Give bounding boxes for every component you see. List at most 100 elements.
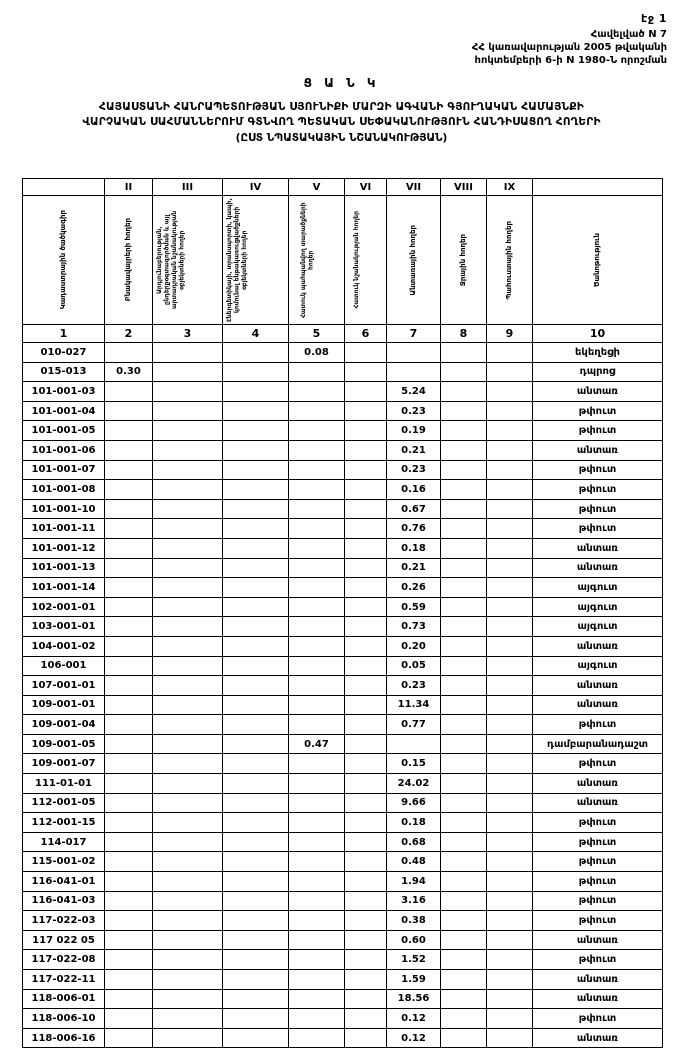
table-cell-col-7: 0.20 bbox=[386, 635, 441, 657]
table-cell-col-6 bbox=[344, 518, 387, 539]
table-cell-col-7: 0.68 bbox=[386, 831, 441, 853]
doc-ref-line-3: հոկտեմբերի 6-ի N 1980-Ն որոշման bbox=[474, 55, 667, 66]
table-cell-col-10: այգուտ bbox=[532, 577, 663, 598]
table-cell-col-7: 1.52 bbox=[386, 949, 441, 970]
table-cell-col-1: 101-001-04 bbox=[22, 400, 105, 422]
table-row: 112-001-05 9.66 անտառ bbox=[22, 792, 663, 814]
table-cell-col-8 bbox=[440, 949, 487, 970]
table-cell-col-6 bbox=[344, 831, 387, 853]
table-cell-col-9 bbox=[486, 1027, 533, 1048]
table-row: 115-001-02 0.48 թփուտ bbox=[22, 851, 663, 873]
table-cell-col-2 bbox=[104, 675, 153, 696]
table-cell-col-8 bbox=[440, 518, 487, 539]
table-row: 116-041-01 1.94 թփուտ bbox=[22, 871, 663, 892]
table-row: 103-001-01 0.73 այգուտ bbox=[22, 616, 663, 637]
table-cell-col-6 bbox=[344, 596, 387, 618]
number-col-4: 4 bbox=[222, 324, 289, 343]
table-cell-col-5 bbox=[288, 871, 345, 892]
roman-col-9: IX bbox=[486, 178, 533, 196]
table-cell-col-5 bbox=[288, 635, 345, 657]
table-cell-col-3 bbox=[152, 831, 223, 853]
table-cell-col-10: թփուտ bbox=[532, 479, 663, 500]
table-cell-col-1: 112-001-15 bbox=[22, 812, 105, 833]
table-cell-col-3 bbox=[152, 577, 223, 598]
table-cell-col-9 bbox=[486, 890, 533, 912]
roman-col-3: III bbox=[152, 178, 223, 196]
table-cell-col-7: 0.67 bbox=[386, 498, 441, 520]
table-cell-col-7: 18.56 bbox=[386, 988, 441, 1010]
table-cell-col-4 bbox=[222, 537, 289, 559]
table-cell-col-4 bbox=[222, 596, 289, 618]
table-cell-col-2 bbox=[104, 714, 153, 735]
table-cell-col-2 bbox=[104, 1008, 153, 1029]
table-cell-col-1: 109-001-05 bbox=[22, 733, 105, 755]
table-cell-col-5 bbox=[288, 792, 345, 814]
doc-ref-line-1: Հավելված N 7 bbox=[590, 29, 667, 40]
table-cell-col-4 bbox=[222, 733, 289, 755]
table-row: 101-001-10 0.67 թփուտ bbox=[22, 498, 663, 520]
table-cell-col-7: 24.02 bbox=[386, 773, 441, 794]
table-cell-col-2 bbox=[104, 871, 153, 892]
table-cell-col-7: 1.59 bbox=[386, 969, 441, 990]
table-cell-col-10: անտառ bbox=[532, 969, 663, 990]
table-cell-col-3 bbox=[152, 459, 223, 481]
table-cell-col-3 bbox=[152, 655, 223, 677]
table-cell-col-6 bbox=[344, 616, 387, 637]
table-cell-col-7: 0.26 bbox=[386, 577, 441, 598]
table-cell-col-3 bbox=[152, 851, 223, 873]
table-row: 117 022 05 0.60 անտառ bbox=[22, 929, 663, 951]
table-cell-col-5 bbox=[288, 969, 345, 990]
table-cell-col-3 bbox=[152, 635, 223, 657]
table-row: 109-001-07 0.15 թփուտ bbox=[22, 753, 663, 775]
table-cell-col-4 bbox=[222, 498, 289, 520]
table-cell-col-10: թփուտ bbox=[532, 518, 663, 539]
table-cell-col-10: անտառ bbox=[532, 675, 663, 696]
table-cell-col-5 bbox=[288, 400, 345, 422]
table-cell-col-6 bbox=[344, 498, 387, 520]
caption-cell-settlement-lands: Բնակավայրերի հողեր bbox=[104, 195, 153, 325]
table-cell-col-10: թփուտ bbox=[532, 498, 663, 520]
table-cell-col-7: 0.12 bbox=[386, 1008, 441, 1029]
table-cell-col-6 bbox=[344, 753, 387, 775]
table-row: 101-001-13 0.21 անտառ bbox=[22, 557, 663, 579]
table-cell-col-7: 0.19 bbox=[386, 420, 441, 441]
table-cell-col-9 bbox=[486, 635, 533, 657]
table-body: 010-027 0.08 եկեղեցի 015-013 0.30 դպրոց 101-00… bbox=[22, 342, 663, 1048]
caption-label-7: Անտառային հողեր bbox=[409, 224, 418, 296]
table-cell-col-8 bbox=[440, 616, 487, 637]
table-cell-col-8 bbox=[440, 910, 487, 931]
table-cell-col-7 bbox=[386, 733, 441, 755]
caption-label-8: Ջրային հողեր bbox=[459, 233, 468, 287]
table-cell-col-2 bbox=[104, 557, 153, 579]
table-row: 101-001-07 0.23 թփուտ bbox=[22, 459, 663, 481]
table-cell-col-7: 5.24 bbox=[386, 381, 441, 402]
caption-cell-reserve-lands: Պահուստային հողեր bbox=[486, 195, 533, 325]
table-cell-col-4 bbox=[222, 890, 289, 912]
page-title: Ց Ա Ն Կ bbox=[303, 76, 380, 90]
table-cell-col-4 bbox=[222, 988, 289, 1010]
table-cell-col-10: թփուտ bbox=[532, 871, 663, 892]
table-cell-col-4 bbox=[222, 871, 289, 892]
table-cell-col-3 bbox=[152, 439, 223, 461]
table-cell-col-7: 0.12 bbox=[386, 1027, 441, 1048]
table-cell-col-9 bbox=[486, 518, 533, 539]
table-cell-col-2 bbox=[104, 342, 153, 363]
table-cell-col-6 bbox=[344, 400, 387, 422]
table-cell-col-5 bbox=[288, 420, 345, 441]
table-cell-col-2 bbox=[104, 969, 153, 990]
caption-cell-water-lands: Ջրային հողեր bbox=[440, 195, 487, 325]
table-cell-col-4 bbox=[222, 518, 289, 539]
table-row: 101-001-06 0.21 անտառ bbox=[22, 439, 663, 461]
table-cell-col-6 bbox=[344, 675, 387, 696]
table-cell-col-10: թփուտ bbox=[532, 910, 663, 931]
table-row: 101-001-11 0.76 թփուտ bbox=[22, 518, 663, 539]
table-cell-col-4 bbox=[222, 753, 289, 775]
table-cell-col-4 bbox=[222, 812, 289, 833]
table-row: 010-027 0.08 եկեղեցի bbox=[22, 342, 663, 363]
table-cell-col-3 bbox=[152, 733, 223, 755]
table-cell-col-8 bbox=[440, 733, 487, 755]
table-cell-col-4 bbox=[222, 439, 289, 461]
table-cell-col-4 bbox=[222, 675, 289, 696]
table-cell-col-7: 0.15 bbox=[386, 753, 441, 775]
table-cell-col-10: թփուտ bbox=[532, 890, 663, 912]
